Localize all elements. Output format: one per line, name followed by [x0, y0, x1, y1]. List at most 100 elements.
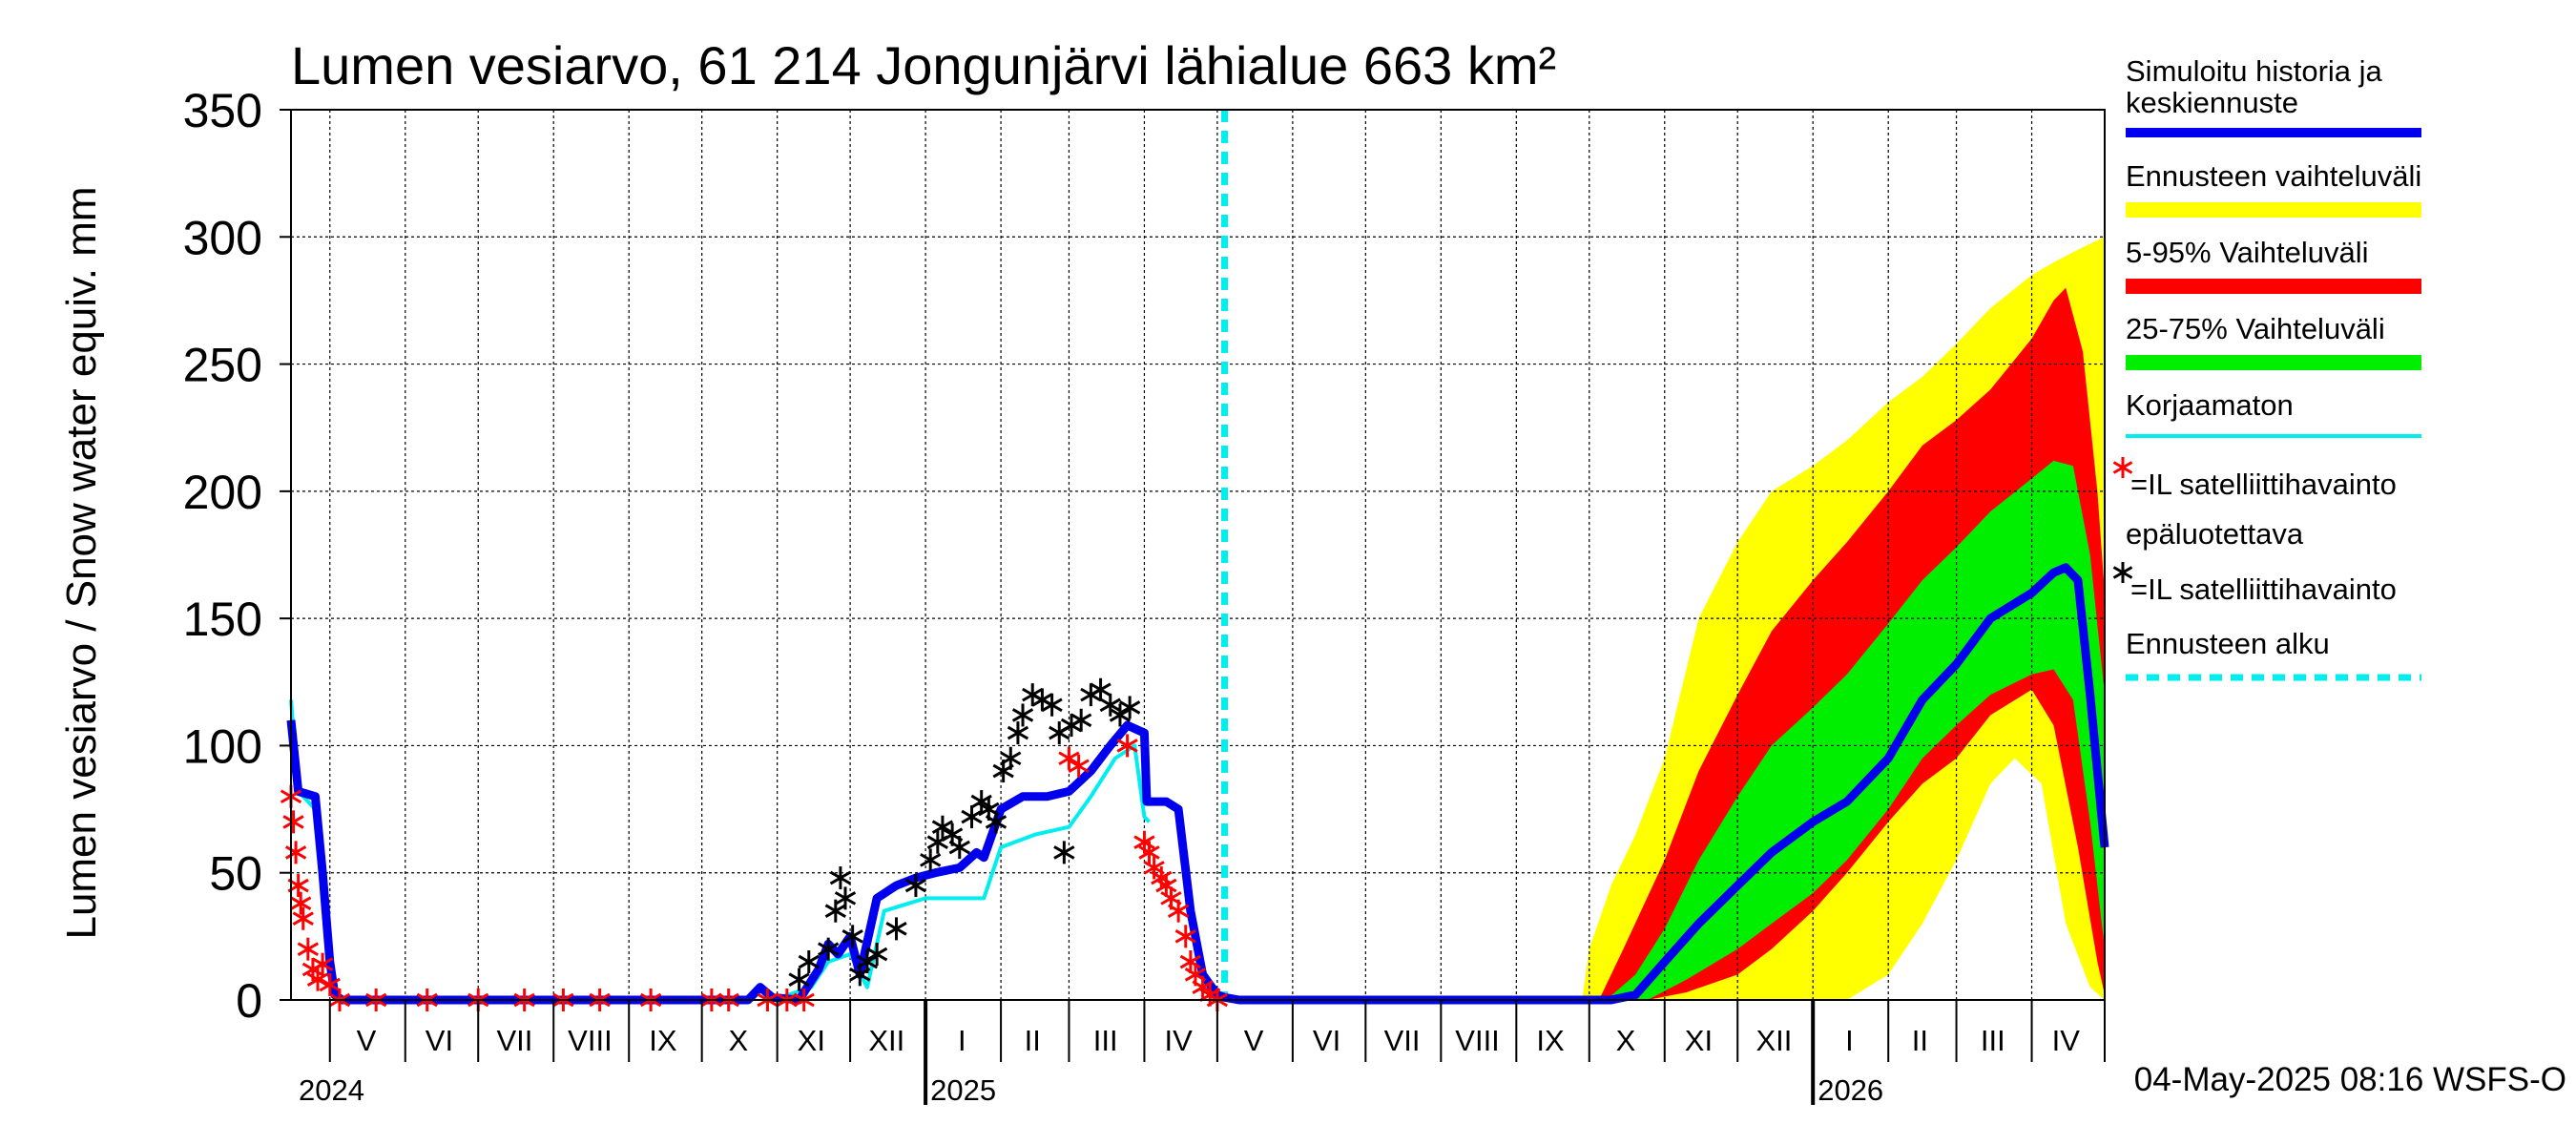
- legend-label: Ennusteen vaihteluväli: [2126, 159, 2421, 193]
- x-month-label: VIII: [568, 1024, 613, 1057]
- legend-label: Korjaamaton: [2126, 388, 2294, 422]
- x-month-label: VII: [1384, 1024, 1421, 1057]
- obs-unreliable-6: [297, 937, 319, 961]
- obs-6: [841, 925, 863, 948]
- y-tick-label: 0: [236, 974, 262, 1028]
- obs-11: [904, 874, 927, 898]
- obs-34: [1099, 693, 1121, 717]
- star-stroke: [292, 911, 314, 926]
- star-stroke: [290, 896, 312, 911]
- legend-label: Ennusteen alku: [2126, 627, 2330, 660]
- star-stroke: [1000, 751, 1022, 766]
- obs-unreliable-1: [282, 810, 304, 834]
- x-month-label: XII: [1755, 1024, 1792, 1057]
- grid-lines: [291, 109, 2105, 1000]
- obs-1: [798, 950, 820, 974]
- obs-unreliable-33: [1167, 899, 1190, 923]
- obs-36: [1119, 696, 1141, 719]
- legend-label: epäluotettava: [2126, 517, 2304, 551]
- obs-23: [1007, 721, 1029, 745]
- obs-unreliable-25: [1068, 754, 1090, 778]
- legend-swatch: [2126, 128, 2421, 137]
- y-tick-label: 150: [183, 593, 262, 646]
- x-month-label: II: [1025, 1024, 1041, 1057]
- star-stroke: [824, 904, 846, 918]
- star-stroke: [829, 870, 852, 885]
- star-stroke: [284, 845, 307, 860]
- y-tick-label: 350: [183, 84, 262, 137]
- star-stroke: [948, 840, 970, 855]
- legend-swatch: [2126, 355, 2421, 370]
- x-month-label: XI: [1685, 1024, 1713, 1057]
- star-stroke: [1167, 904, 1190, 918]
- obs-16: [948, 836, 970, 860]
- obs-27: [1041, 693, 1063, 717]
- x-month-label: X: [729, 1024, 749, 1057]
- x-month-label: II: [1912, 1024, 1928, 1057]
- star-stroke: [1174, 929, 1196, 944]
- star-stroke: [1058, 751, 1080, 766]
- obs-unreliable-28: [1138, 841, 1160, 864]
- obs-unreliable-35: [1179, 950, 1201, 974]
- star-stroke: [978, 802, 1000, 817]
- x-month-label: IX: [649, 1024, 677, 1057]
- obs-9: [865, 943, 888, 967]
- y-tick-label: 100: [183, 719, 262, 773]
- obs-17: [961, 805, 983, 829]
- star-stroke: [885, 922, 907, 936]
- legend-star-icon: [2112, 562, 2133, 583]
- x-month-label: IX: [1536, 1024, 1565, 1057]
- star-stroke: [1160, 891, 1182, 906]
- star-stroke: [1011, 708, 1034, 722]
- obs-24: [1011, 703, 1034, 727]
- obs-31: [1070, 708, 1092, 732]
- star-stroke: [1090, 682, 1111, 697]
- obs-unreliable-4: [290, 891, 312, 915]
- star-stroke: [1053, 845, 1075, 860]
- obs-12: [920, 848, 942, 872]
- footer-timestamp: 04-May-2025 08:16 WSFS-O: [2134, 1061, 2566, 1098]
- obs-10: [885, 917, 907, 941]
- star-stroke: [931, 820, 954, 835]
- star-stroke: [985, 815, 1008, 829]
- legend-label: =IL satelliittihavainto: [2130, 468, 2397, 501]
- x-month-label: I: [958, 1024, 966, 1057]
- obs-unreliable-24: [1058, 746, 1080, 770]
- x-month-label: XI: [798, 1024, 825, 1057]
- star-stroke: [798, 954, 820, 969]
- star-stroke: [856, 954, 879, 969]
- star-stroke: [1007, 725, 1029, 740]
- x-month-label: VI: [1313, 1024, 1340, 1057]
- star-stroke: [904, 878, 927, 893]
- x-year-label: 2024: [299, 1073, 364, 1107]
- x-month-label: X: [1616, 1024, 1636, 1057]
- legend-swatch: [2126, 434, 2421, 438]
- x-month-label: III: [1093, 1024, 1118, 1057]
- obs-35: [1109, 703, 1132, 727]
- star-stroke: [1116, 739, 1138, 753]
- plot-frame: [290, 109, 2106, 1001]
- x-month-label: V: [357, 1024, 377, 1057]
- obs-20: [985, 810, 1008, 834]
- star-stroke: [1138, 845, 1160, 860]
- star-stroke: [306, 972, 329, 987]
- x-year-label: 2026: [1818, 1073, 1883, 1107]
- x-month-label: XII: [868, 1024, 904, 1057]
- star-stroke: [1099, 697, 1121, 713]
- y-tick-label: 50: [209, 847, 262, 901]
- star-stroke: [865, 947, 888, 962]
- star-stroke: [920, 853, 942, 867]
- star-stroke: [1133, 835, 1155, 850]
- star-stroke: [1041, 697, 1063, 713]
- x-month-label: VIII: [1455, 1024, 1500, 1057]
- legend-label: 25-75% Vaihteluväli: [2126, 312, 2385, 345]
- obs-29: [1053, 841, 1075, 864]
- obs-33: [1090, 677, 1111, 701]
- series-1: [289, 699, 1151, 1002]
- star-stroke: [1184, 968, 1207, 982]
- obs-unreliable-30: [1151, 866, 1173, 890]
- star-stroke: [818, 942, 840, 956]
- x-month-label: VII: [496, 1024, 532, 1057]
